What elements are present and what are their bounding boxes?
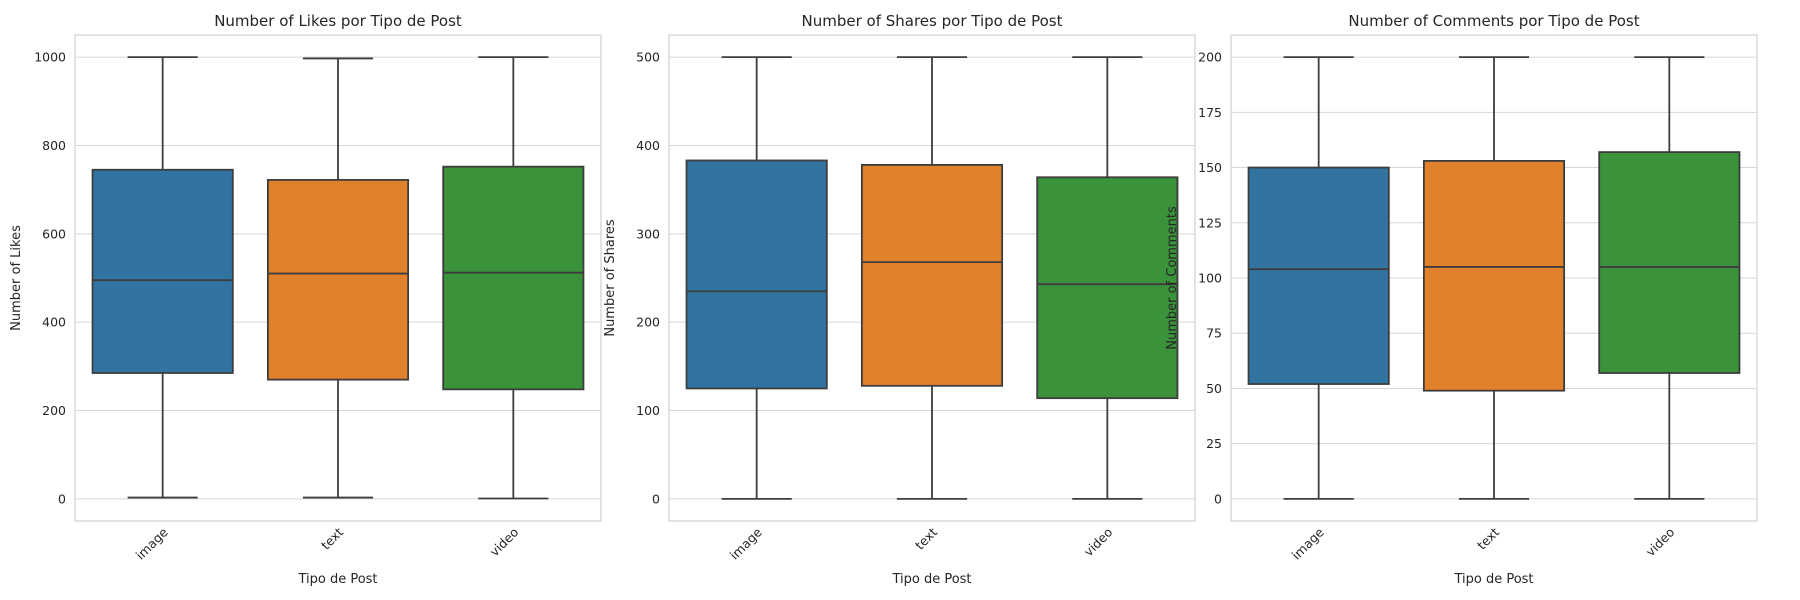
x-axis-label: Tipo de Post <box>891 572 971 587</box>
y-tick-label: 200 <box>1198 50 1222 65</box>
box-text <box>1422 56 1566 500</box>
y-tick-label: 0 <box>1214 491 1222 506</box>
x-tick-label: text <box>912 524 940 552</box>
box-text <box>266 57 410 499</box>
iqr-box <box>1598 151 1741 374</box>
box-image <box>1247 56 1390 500</box>
x-tick-label: video <box>1081 525 1116 560</box>
x-tick-label: text <box>1474 524 1502 552</box>
y-tick-label: 1000 <box>34 50 66 65</box>
y-tick-label: 0 <box>58 491 66 506</box>
iqr-box <box>1036 176 1179 400</box>
chart-title: Number of Likes por Tipo de Post <box>214 12 462 30</box>
x-tick-label: image <box>133 524 171 562</box>
axes-frame <box>1230 34 1758 522</box>
iqr-box <box>266 179 410 381</box>
y-tick-label: 25 <box>1206 436 1222 451</box>
y-axis-label: Number of Likes <box>9 225 24 331</box>
x-tick-label: image <box>727 524 765 562</box>
y-tick-label: 200 <box>636 315 660 330</box>
x-axis-label: Tipo de Post <box>1453 572 1533 587</box>
y-tick-label: 800 <box>42 138 66 153</box>
y-tick-label: 100 <box>1198 271 1222 286</box>
box-video <box>1598 56 1741 500</box>
y-tick-label: 150 <box>1198 160 1222 175</box>
chart-panel-1: 0 200 400 600 800 1000 image text video Number of… <box>9 12 602 587</box>
iqr-box <box>442 165 585 391</box>
y-tick-label: 0 <box>652 491 660 506</box>
chart-panel-2: 0 100 200 300 400 500 image text video Number of … <box>603 12 1196 587</box>
iqr-box <box>1247 166 1390 385</box>
box-video <box>442 56 585 500</box>
y-tick-label: 600 <box>42 226 66 241</box>
y-tick-label: 100 <box>636 403 660 418</box>
box-video <box>1036 56 1179 500</box>
axes-frame <box>74 34 602 522</box>
x-tick-label: image <box>1289 524 1327 562</box>
iqr-box <box>685 159 828 390</box>
box-text <box>860 56 1004 500</box>
chart-panel-3: 0 25 50 75 100 125 150 175 200 image text video Numb… <box>1165 12 1758 587</box>
y-tick-label: 125 <box>1198 215 1222 230</box>
y-tick-label: 75 <box>1206 326 1222 341</box>
box-image <box>685 56 828 500</box>
x-tick-label: text <box>318 524 346 552</box>
axes-frame <box>668 34 1196 522</box>
iqr-box <box>91 168 234 374</box>
iqr-box <box>860 163 1004 387</box>
chart-title: Number of Shares por Tipo de Post <box>802 12 1063 30</box>
y-tick-label: 300 <box>636 226 660 241</box>
x-tick-label: video <box>1643 525 1678 560</box>
y-tick-label: 175 <box>1198 105 1222 120</box>
x-axis-label: Tipo de Post <box>297 572 377 587</box>
y-tick-label: 50 <box>1206 381 1222 396</box>
y-tick-label: 400 <box>636 138 660 153</box>
box-image <box>91 56 234 499</box>
y-tick-label: 500 <box>636 50 660 65</box>
chart-title: Number of Comments por Tipo de Post <box>1348 12 1639 30</box>
x-tick-label: video <box>487 525 522 560</box>
iqr-box <box>1422 160 1566 392</box>
y-axis-label: Number of Shares <box>603 219 618 337</box>
y-axis-label: Number of Comments <box>1165 206 1180 350</box>
y-tick-label: 200 <box>42 403 66 418</box>
y-tick-label: 400 <box>42 315 66 330</box>
